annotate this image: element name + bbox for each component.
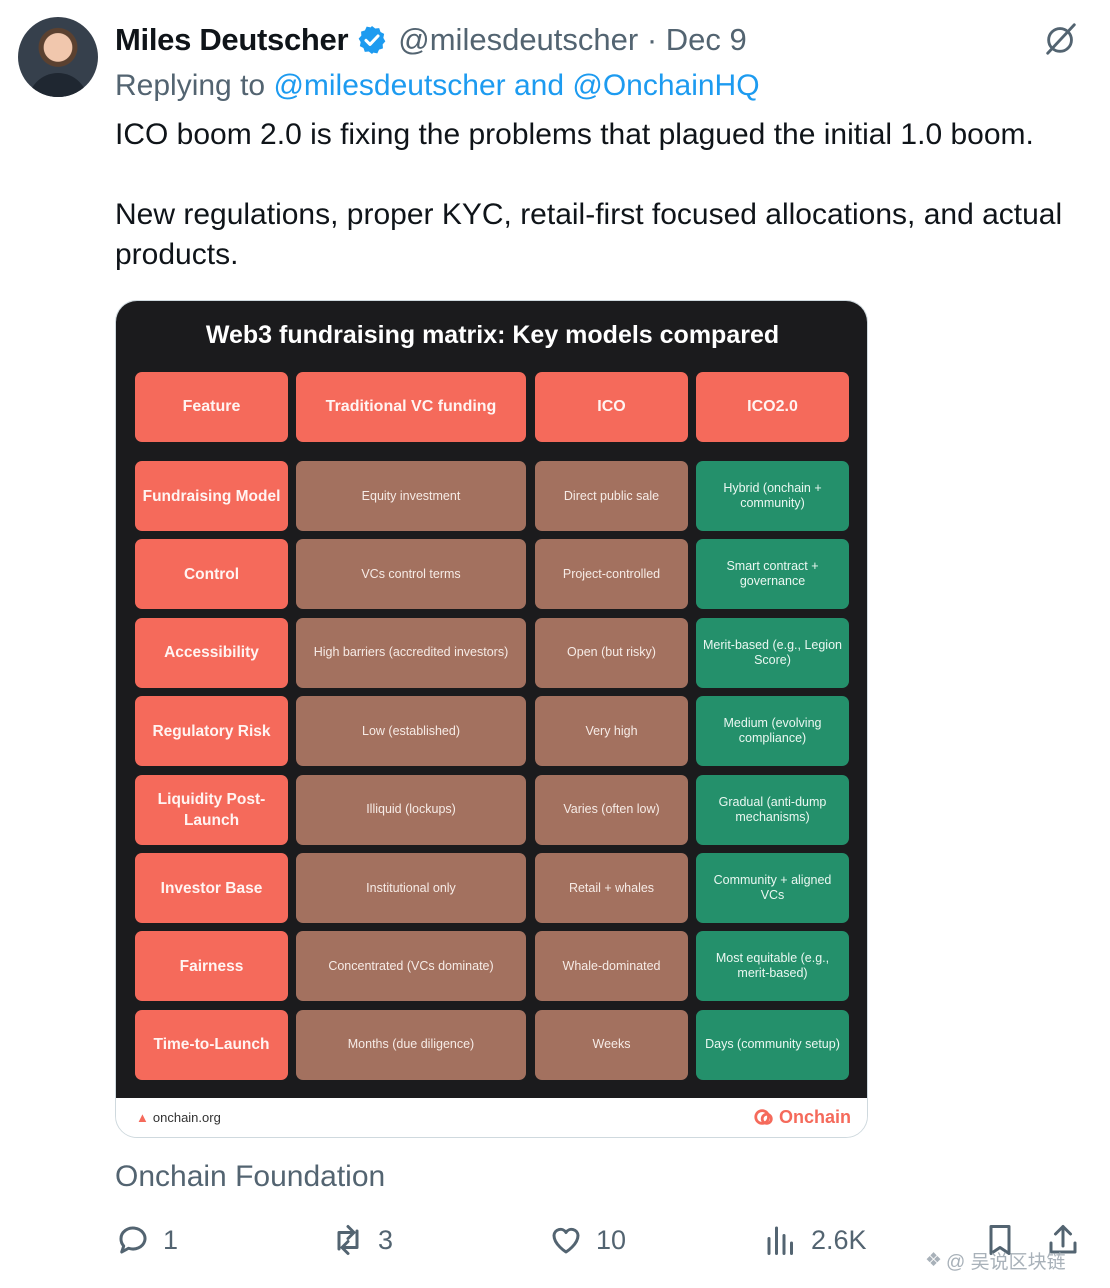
card-source-label[interactable]: Onchain Foundation (115, 1160, 386, 1193)
matrix-cell-feature: Fairness (135, 931, 288, 1002)
matrix-cell-ico: Whale-dominated (535, 931, 688, 1002)
matrix-header-feature: Feature (135, 372, 288, 442)
matrix-cell-ico: Varies (often low) (535, 774, 688, 845)
reply-icon (119, 1226, 147, 1254)
matrix-cell-ico: Open (but risky) (535, 617, 688, 688)
matrix-cell-vc: High barriers (accredited investors) (296, 617, 526, 688)
matrix-cell-feature: Time-to-Launch (135, 1009, 288, 1080)
matrix-cell-feature: Accessibility (135, 617, 288, 688)
tweet-header: Miles Deutscher @milesdeutscher · Dec 9 (115, 18, 747, 62)
reply-button[interactable]: 1 (115, 1222, 178, 1258)
matrix-header-ico2: ICO2.0 (696, 372, 849, 442)
author-handle-and-date[interactable]: @milesdeutscher · Dec 9 (398, 22, 747, 57)
heart-icon (552, 1227, 580, 1254)
matrix-cell-feature: Control (135, 539, 288, 610)
matrix-cell-ico2: Community + aligned VCs (696, 853, 849, 923)
matrix-cell-ico: Direct public sale (535, 461, 688, 531)
tweet-paragraph-2: New regulations, proper KYC, retail-firs… (115, 198, 1063, 271)
matrix-cell-ico2: Smart contract + governance (696, 539, 849, 610)
matrix-cell-ico2: Hybrid (onchain + community) (696, 461, 849, 531)
replying-to-prefix: Replying to (115, 69, 274, 102)
grok-icon[interactable] (1042, 20, 1080, 58)
tweet-paragraph-1: ICO boom 2.0 is fixing the problems that… (115, 118, 1034, 151)
watermark-logo-icon: ❖ (925, 1250, 943, 1271)
share-icon (1049, 1225, 1077, 1254)
matrix-cell-ico: Weeks (535, 1009, 688, 1080)
matrix-title: Web3 fundraising matrix: Key models comp… (205, 321, 780, 349)
watermark-text: @ 吴说区块链 (946, 1252, 1066, 1273)
matrix-cell-ico: Very high (535, 696, 688, 767)
matrix-cell-ico2: Most equitable (e.g., merit-based) (696, 931, 849, 1002)
watermark: ❖ @ 吴说区块链 (925, 1247, 1066, 1274)
matrix-header-vc: Traditional VC funding (296, 372, 526, 442)
views-chart-icon (767, 1226, 793, 1255)
views-count: 2.6K (811, 1224, 867, 1255)
matrix-cell-vc: Concentrated (VCs dominate) (296, 931, 526, 1002)
repost-button[interactable]: 3 (330, 1222, 393, 1258)
matrix-cell-ico2: Medium (evolving compliance) (696, 696, 849, 767)
like-count: 10 (596, 1224, 627, 1255)
matrix-cell-feature: Fundraising Model (135, 461, 288, 531)
matrix-cell-vc: Equity investment (296, 461, 526, 531)
like-button[interactable]: 10 (548, 1222, 626, 1258)
matrix-cell-vc: VCs control terms (296, 539, 526, 610)
bookmark-button[interactable] (982, 1222, 1030, 1258)
repost-icon (337, 1225, 359, 1255)
share-button[interactable] (1045, 1222, 1093, 1258)
matrix-cell-vc: Institutional only (296, 853, 526, 923)
media-card[interactable]: Web3 fundraising matrix: Key models comp… (115, 300, 868, 1138)
tweet-text: ICO boom 2.0 is fixing the problems that… (115, 115, 1085, 315)
matrix-cell-vc: Months (due diligence) (296, 1009, 526, 1080)
matrix-cell-ico2: Merit-based (e.g., Legion Score) (696, 617, 849, 688)
author-name[interactable]: Miles Deutscher (115, 22, 349, 57)
action-bar: 1 3 10 2.6K (0, 1222, 1110, 1272)
footer-site-text: onchain.org (152, 1110, 221, 1125)
matrix-cell-vc: Illiquid (lockups) (296, 774, 526, 845)
matrix-cell-ico2: Days (community setup) (696, 1009, 849, 1080)
flame-icon: ▲ (136, 1110, 149, 1125)
bookmark-icon (989, 1225, 1011, 1255)
onchain-logo-icon (754, 1109, 773, 1125)
matrix-cell-ico: Project-controlled (535, 539, 688, 610)
views-button[interactable]: 2.6K (763, 1222, 867, 1258)
matrix-cell-ico2: Gradual (anti-dump mechanisms) (696, 774, 849, 845)
reply-count: 1 (163, 1224, 179, 1255)
author-avatar[interactable] (18, 17, 98, 97)
reply-mentions-link[interactable]: @milesdeutscher and @OnchainHQ (273, 69, 760, 102)
card-footer: ▲ onchain.org Onchain (116, 1098, 867, 1137)
replying-to: Replying to @milesdeutscher and @Onchain… (115, 69, 760, 103)
footer-brand-text: Onchain (778, 1106, 851, 1127)
matrix-cell-feature: Liquidity Post-Launch (135, 774, 288, 845)
matrix-cell-ico: Retail + whales (535, 853, 688, 923)
matrix-image: Web3 fundraising matrix: Key models comp… (116, 301, 867, 1098)
matrix-cell-feature: Regulatory Risk (135, 696, 288, 767)
verified-badge-icon (358, 26, 386, 54)
repost-count: 3 (378, 1224, 394, 1255)
footer-site: ▲ onchain.org (136, 1110, 221, 1125)
matrix-cell-vc: Low (established) (296, 696, 526, 767)
footer-brand: Onchain (753, 1106, 851, 1128)
matrix-cell-feature: Investor Base (135, 853, 288, 923)
matrix-header-ico: ICO (535, 372, 688, 442)
